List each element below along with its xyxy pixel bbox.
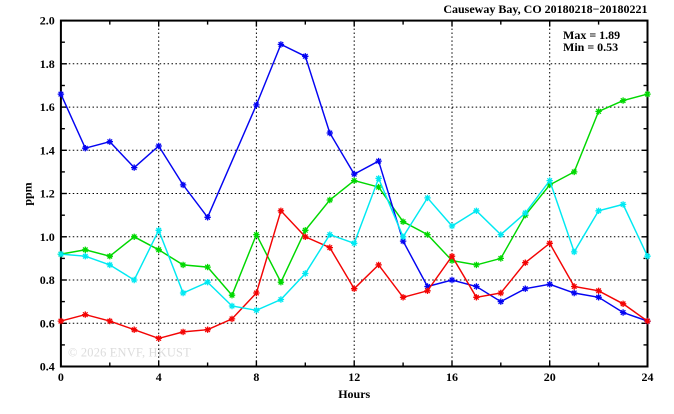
svg-text:2.0: 2.0 (40, 14, 55, 28)
svg-text:Hours: Hours (338, 387, 370, 401)
svg-text:0.6: 0.6 (40, 316, 55, 330)
svg-text:0.8: 0.8 (40, 273, 55, 287)
svg-text:1.0: 1.0 (40, 230, 55, 244)
svg-text:Min = 0.53: Min = 0.53 (563, 40, 618, 54)
svg-text:ppm: ppm (21, 182, 35, 205)
svg-text:4: 4 (156, 370, 162, 384)
svg-text:20: 20 (544, 370, 556, 384)
svg-text:1.8: 1.8 (40, 57, 55, 71)
svg-text:0.4: 0.4 (40, 360, 55, 374)
svg-text:© 2026 ENVF, HKUST: © 2026 ENVF, HKUST (68, 346, 191, 360)
svg-text:1.4: 1.4 (40, 143, 55, 157)
svg-text:8: 8 (253, 370, 259, 384)
svg-text:0: 0 (58, 370, 64, 384)
svg-text:Max = 1.89: Max = 1.89 (563, 28, 620, 42)
svg-text:24: 24 (642, 370, 654, 384)
svg-text:16: 16 (446, 370, 458, 384)
svg-text:1.6: 1.6 (40, 100, 55, 114)
svg-text:12: 12 (348, 370, 360, 384)
svg-text:1.2: 1.2 (40, 187, 55, 201)
svg-text:Causeway Bay, CO 20180218−2018: Causeway Bay, CO 20180218−20180221 (443, 2, 647, 16)
